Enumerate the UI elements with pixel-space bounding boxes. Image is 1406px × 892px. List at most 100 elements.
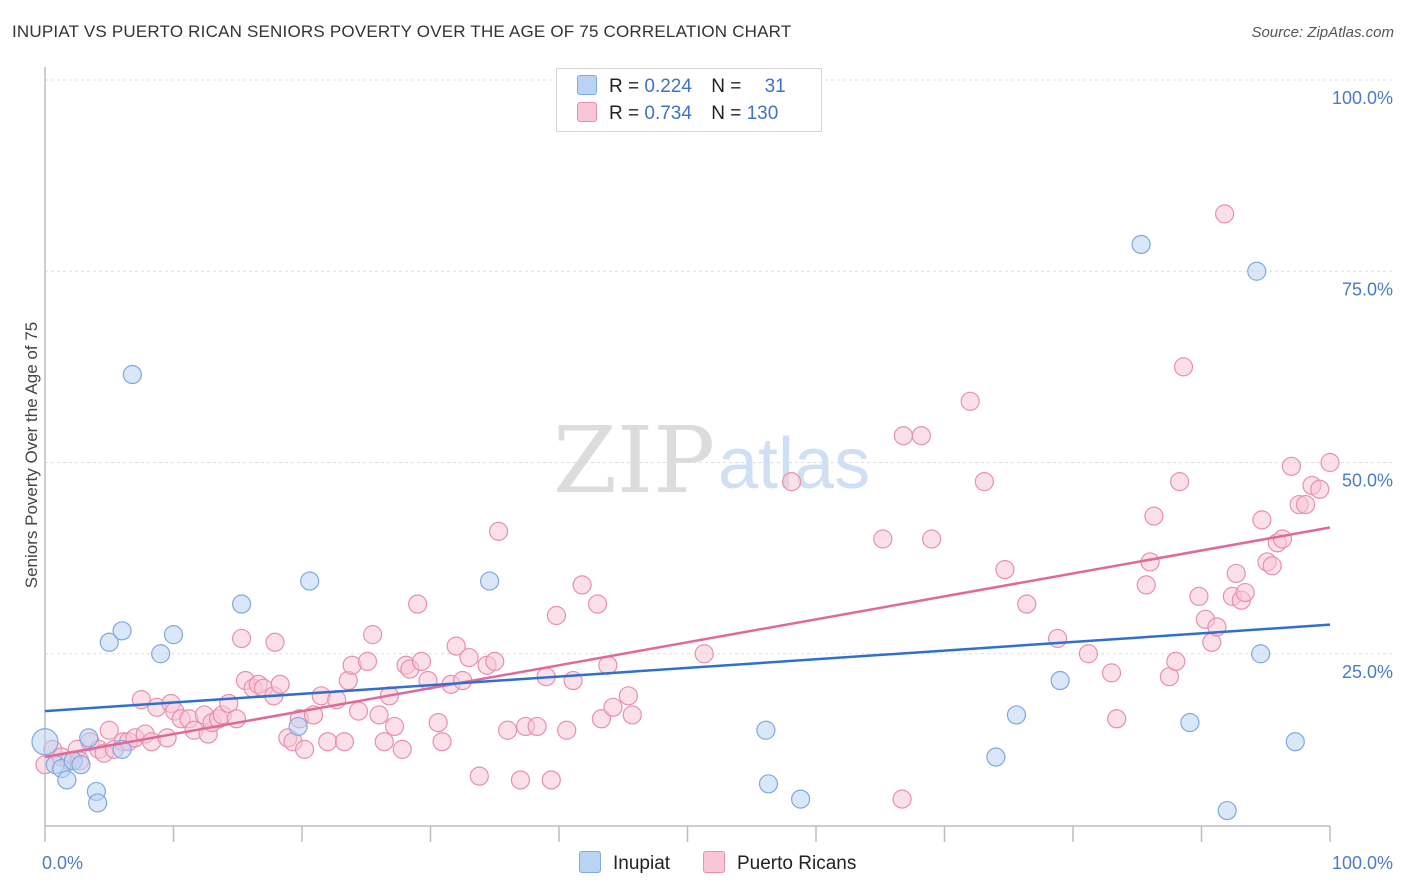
puerto-ricans-point xyxy=(1136,575,1156,595)
puerto-ricans-point xyxy=(541,770,561,790)
puerto-ricans-point xyxy=(265,632,285,652)
puerto-ricans-point xyxy=(432,732,452,752)
y-tick-label: 25.0% xyxy=(1342,662,1393,682)
legend-r-label: R = xyxy=(609,76,640,97)
inupiat-point xyxy=(151,644,171,664)
puerto-ricans-point xyxy=(1295,494,1316,515)
axes xyxy=(44,67,1331,842)
puerto-ricans-point xyxy=(392,739,412,759)
puerto-ricans-point xyxy=(459,647,479,668)
inupiat-point xyxy=(122,364,142,385)
puerto-ricans-point xyxy=(922,529,942,549)
x-tick-label: 0.0% xyxy=(42,853,83,873)
puerto-ricans-point xyxy=(1235,582,1255,603)
puerto-ricans-point xyxy=(1047,628,1068,649)
inupiat-point xyxy=(1050,670,1070,691)
source-label: Source: ZipAtlas.com xyxy=(1251,24,1394,41)
inupiat-point xyxy=(758,774,779,794)
puerto-ricans-point xyxy=(334,732,355,752)
bottom-legend-puerto-ricans: Puerto Ricans xyxy=(703,851,856,875)
legend-n-label: N = xyxy=(711,103,742,124)
inupiat-point xyxy=(288,716,308,737)
puerto-ricans-point xyxy=(498,720,518,740)
puerto-ricans-point xyxy=(591,709,612,729)
inupiat-point xyxy=(57,770,77,790)
puerto-ricans-point xyxy=(469,766,489,786)
puerto-ricans-point xyxy=(995,559,1015,580)
y-tick-label: 100.0% xyxy=(1332,88,1393,108)
y-axis-label: Seniors Poverty Over the Age of 75 xyxy=(22,322,41,588)
legend-r-label: R = xyxy=(609,103,640,124)
inupiat-point xyxy=(1247,261,1267,281)
chart-title: INUPIAT VS PUERTO RICAN SENIORS POVERTY … xyxy=(12,22,792,41)
puerto-ricans-point xyxy=(911,426,931,446)
inupiat-trend-line xyxy=(44,623,1331,713)
inupiat-point xyxy=(1217,800,1237,821)
puerto-ricans-point xyxy=(527,716,547,737)
puerto-ricans-point xyxy=(357,651,378,672)
inupiat-point xyxy=(112,621,132,641)
puerto-ricans-point xyxy=(270,674,290,694)
legend-r-value: 0.224 xyxy=(644,76,692,97)
inupiat-points xyxy=(31,234,1305,821)
puerto-ricans-trend-line xyxy=(44,526,1331,759)
puerto-ricans-point xyxy=(873,529,893,549)
tick-labels: 100.0% 75.0% 50.0% 25.0% 0.0% 100.0% xyxy=(42,88,1393,873)
puerto-ricans-point xyxy=(446,636,466,656)
inupiat-point xyxy=(232,594,252,614)
puerto-ricans-point xyxy=(411,651,432,672)
legend-r-value: 0.734 xyxy=(644,103,692,124)
puerto-ricans-point xyxy=(781,472,802,492)
puerto-ricans-point xyxy=(1170,472,1190,492)
inupiat-point xyxy=(31,728,59,756)
x-tick-label: 100.0% xyxy=(1332,853,1393,873)
legend-n-value: 130 xyxy=(746,103,779,124)
puerto-ricans-point xyxy=(369,705,389,725)
puerto-ricans-point xyxy=(572,575,592,595)
y-tick-label: 75.0% xyxy=(1342,279,1393,299)
stats-legend: R = 0.224 N = 31 R = 0.734 N = 130 xyxy=(556,68,822,132)
puerto-ricans-point xyxy=(1101,663,1122,683)
inupiat-point xyxy=(480,571,500,591)
puerto-ricans-point xyxy=(485,651,505,672)
puerto-ricans-point xyxy=(1166,651,1186,672)
legend-n-value: 31 xyxy=(764,76,786,97)
inupiat-point xyxy=(756,720,776,740)
puerto-ricans-point xyxy=(1215,204,1235,224)
puerto-ricans-point xyxy=(893,426,913,446)
legend-n-label: N = xyxy=(711,76,742,97)
puerto-ricans-point xyxy=(603,697,623,717)
puerto-ricans-swatch xyxy=(703,851,725,873)
inupiat-point xyxy=(986,747,1006,767)
puerto-ricans-point xyxy=(1281,456,1302,476)
watermark-zip: ZIP xyxy=(553,407,715,514)
puerto-ricans-point xyxy=(1017,594,1037,614)
inupiat-point xyxy=(300,571,320,591)
puerto-ricans-point xyxy=(598,655,618,675)
puerto-ricans-point xyxy=(622,705,642,725)
puerto-ricans-point xyxy=(1078,644,1099,664)
puerto-ricans-point xyxy=(489,521,509,541)
inupiat-point xyxy=(1251,644,1271,664)
inupiat-point xyxy=(1180,712,1200,733)
puerto-ricans-point xyxy=(557,720,577,740)
puerto-ricans-point xyxy=(363,625,383,645)
puerto-ricans-point xyxy=(1252,510,1272,530)
inupiat-swatch xyxy=(577,75,597,95)
inupiat-point xyxy=(71,755,91,775)
puerto-ricans-point xyxy=(294,739,315,759)
puerto-ricans-point xyxy=(348,701,369,721)
puerto-ricans-point xyxy=(157,728,177,748)
legend-row-puerto-ricans: R = 0.734 N = 130 xyxy=(577,102,778,126)
puerto-ricans-point xyxy=(1144,506,1164,526)
puerto-ricans-point xyxy=(428,712,448,733)
inupiat-point xyxy=(99,632,119,652)
puerto-ricans-point xyxy=(1272,529,1293,549)
puerto-ricans-point xyxy=(99,720,119,740)
inupiat-point xyxy=(163,625,184,645)
puerto-ricans-point xyxy=(232,628,252,649)
inupiat-point xyxy=(790,789,811,809)
puerto-ricans-point xyxy=(960,391,980,411)
puerto-ricans-point xyxy=(1262,556,1282,576)
